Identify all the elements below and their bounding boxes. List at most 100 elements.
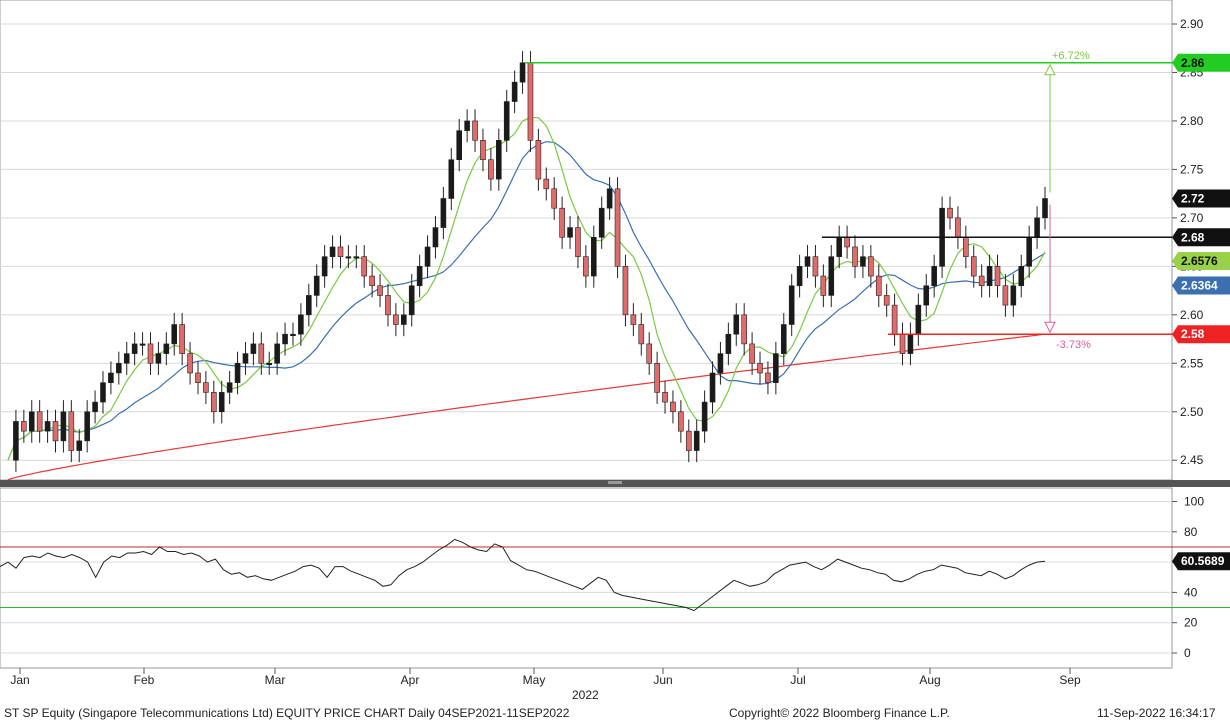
candle-body (76, 440, 83, 451)
candle-body (321, 256, 328, 277)
candle-body (163, 343, 170, 354)
candle-body (733, 314, 740, 335)
candle-body (757, 362, 763, 374)
ma-mid-tag-text: 2.6364 (1181, 279, 1218, 293)
price-tick-label: 2.90 (1180, 17, 1204, 31)
last-price-tag: 2.72 (1172, 189, 1230, 208)
timestamp: 11-Sep-2022 16:34:17 (1097, 706, 1216, 720)
candle-body (488, 159, 494, 180)
candle-body (923, 285, 930, 306)
candle-body (416, 266, 423, 287)
candle-body (535, 140, 542, 180)
upside-arrowhead (1044, 63, 1056, 76)
candle-body (495, 140, 502, 180)
ma-fast-tag: 2.6576 (1172, 251, 1230, 270)
candle-body (741, 314, 747, 345)
lower-level-tag-bg (1172, 325, 1230, 344)
candle-body (868, 256, 874, 277)
candle-body (353, 256, 360, 259)
candle-body (773, 353, 779, 383)
lower-level-tag-text: 2.58 (1181, 327, 1205, 341)
candle-body (432, 227, 439, 248)
rsi-tick-label: 20 (1184, 616, 1198, 630)
ma-mid-tag-bg (1172, 276, 1230, 295)
candle-body (646, 343, 652, 364)
candle-body (472, 120, 478, 141)
month-label: Aug (919, 673, 940, 687)
candle-body (218, 392, 225, 413)
candle-body (21, 421, 27, 432)
rsi-tick-label: 100 (1184, 495, 1204, 509)
upper-level-tag-text: 2.86 (1181, 56, 1205, 70)
month-label: Feb (134, 673, 155, 687)
price-tick-label: 2.55 (1180, 356, 1204, 370)
candle-body (123, 353, 130, 364)
candle-body (812, 256, 819, 277)
candle-body (385, 295, 391, 316)
candle-body (408, 285, 415, 316)
downside-pct-label: -3.73% (1056, 339, 1091, 351)
candle-body (598, 207, 605, 238)
month-label: Apr (401, 673, 420, 687)
candle-body (907, 333, 914, 354)
candle-body (844, 236, 850, 248)
candle-body (345, 256, 352, 259)
candle-body (1042, 198, 1048, 219)
candle-body (883, 295, 890, 306)
rsi-panel (0, 487, 1173, 669)
ma-fast-tag-bg (1172, 251, 1230, 270)
candle-body (606, 188, 613, 209)
candle-body (678, 411, 684, 432)
candle-body (622, 266, 629, 316)
month-label: Jun (653, 673, 672, 687)
candle-body (804, 256, 811, 267)
candle-body (986, 266, 993, 287)
candle-body (36, 411, 43, 432)
candle-body (44, 421, 51, 432)
candle-body (685, 430, 692, 451)
mid-level-tag: 2.68 (1172, 228, 1230, 247)
rsi-last-tag: 60.5689 (1172, 552, 1230, 571)
candle-body (28, 411, 35, 432)
candle-body (68, 411, 75, 451)
candle-body (337, 246, 344, 257)
candle-body (1034, 217, 1040, 238)
candle-body (511, 81, 518, 102)
candle-body (179, 324, 185, 354)
price-tick-label: 2.70 (1180, 211, 1204, 225)
candle-body (369, 275, 375, 287)
candle-body (780, 324, 787, 354)
candle-body (994, 266, 1001, 287)
candle-body (693, 430, 700, 451)
rsi-last-tag-text: 60.5689 (1181, 554, 1225, 568)
candle-body (915, 304, 922, 335)
candle-body (234, 362, 241, 383)
candle-body (266, 362, 273, 366)
candle-body (630, 314, 637, 325)
candle-body (424, 246, 431, 267)
price-panel (0, 0, 1173, 481)
month-label: Jan (10, 673, 29, 687)
candle-body (52, 421, 59, 442)
candle-body (836, 236, 842, 257)
upside-pct-label: +6.72% (1052, 50, 1090, 62)
year-label: 2022 (572, 688, 599, 702)
candle-body (709, 372, 716, 403)
candle-body (891, 304, 898, 335)
candle-body (100, 382, 106, 403)
candle-body (195, 372, 201, 383)
ma-mid-line (7, 141, 1046, 461)
candle-body (329, 246, 336, 257)
candle-body (13, 421, 19, 461)
candle-body (393, 314, 399, 325)
rsi-last-tag-bg (1172, 552, 1230, 571)
ma-fast-tag-text: 2.6576 (1181, 254, 1218, 268)
candle-body (306, 295, 312, 316)
candle-body (796, 266, 803, 287)
candle-body (765, 372, 771, 383)
candle-body (567, 227, 573, 238)
candle-body (931, 266, 937, 287)
candle-body (84, 411, 90, 442)
price-tick-label: 2.50 (1180, 405, 1204, 419)
